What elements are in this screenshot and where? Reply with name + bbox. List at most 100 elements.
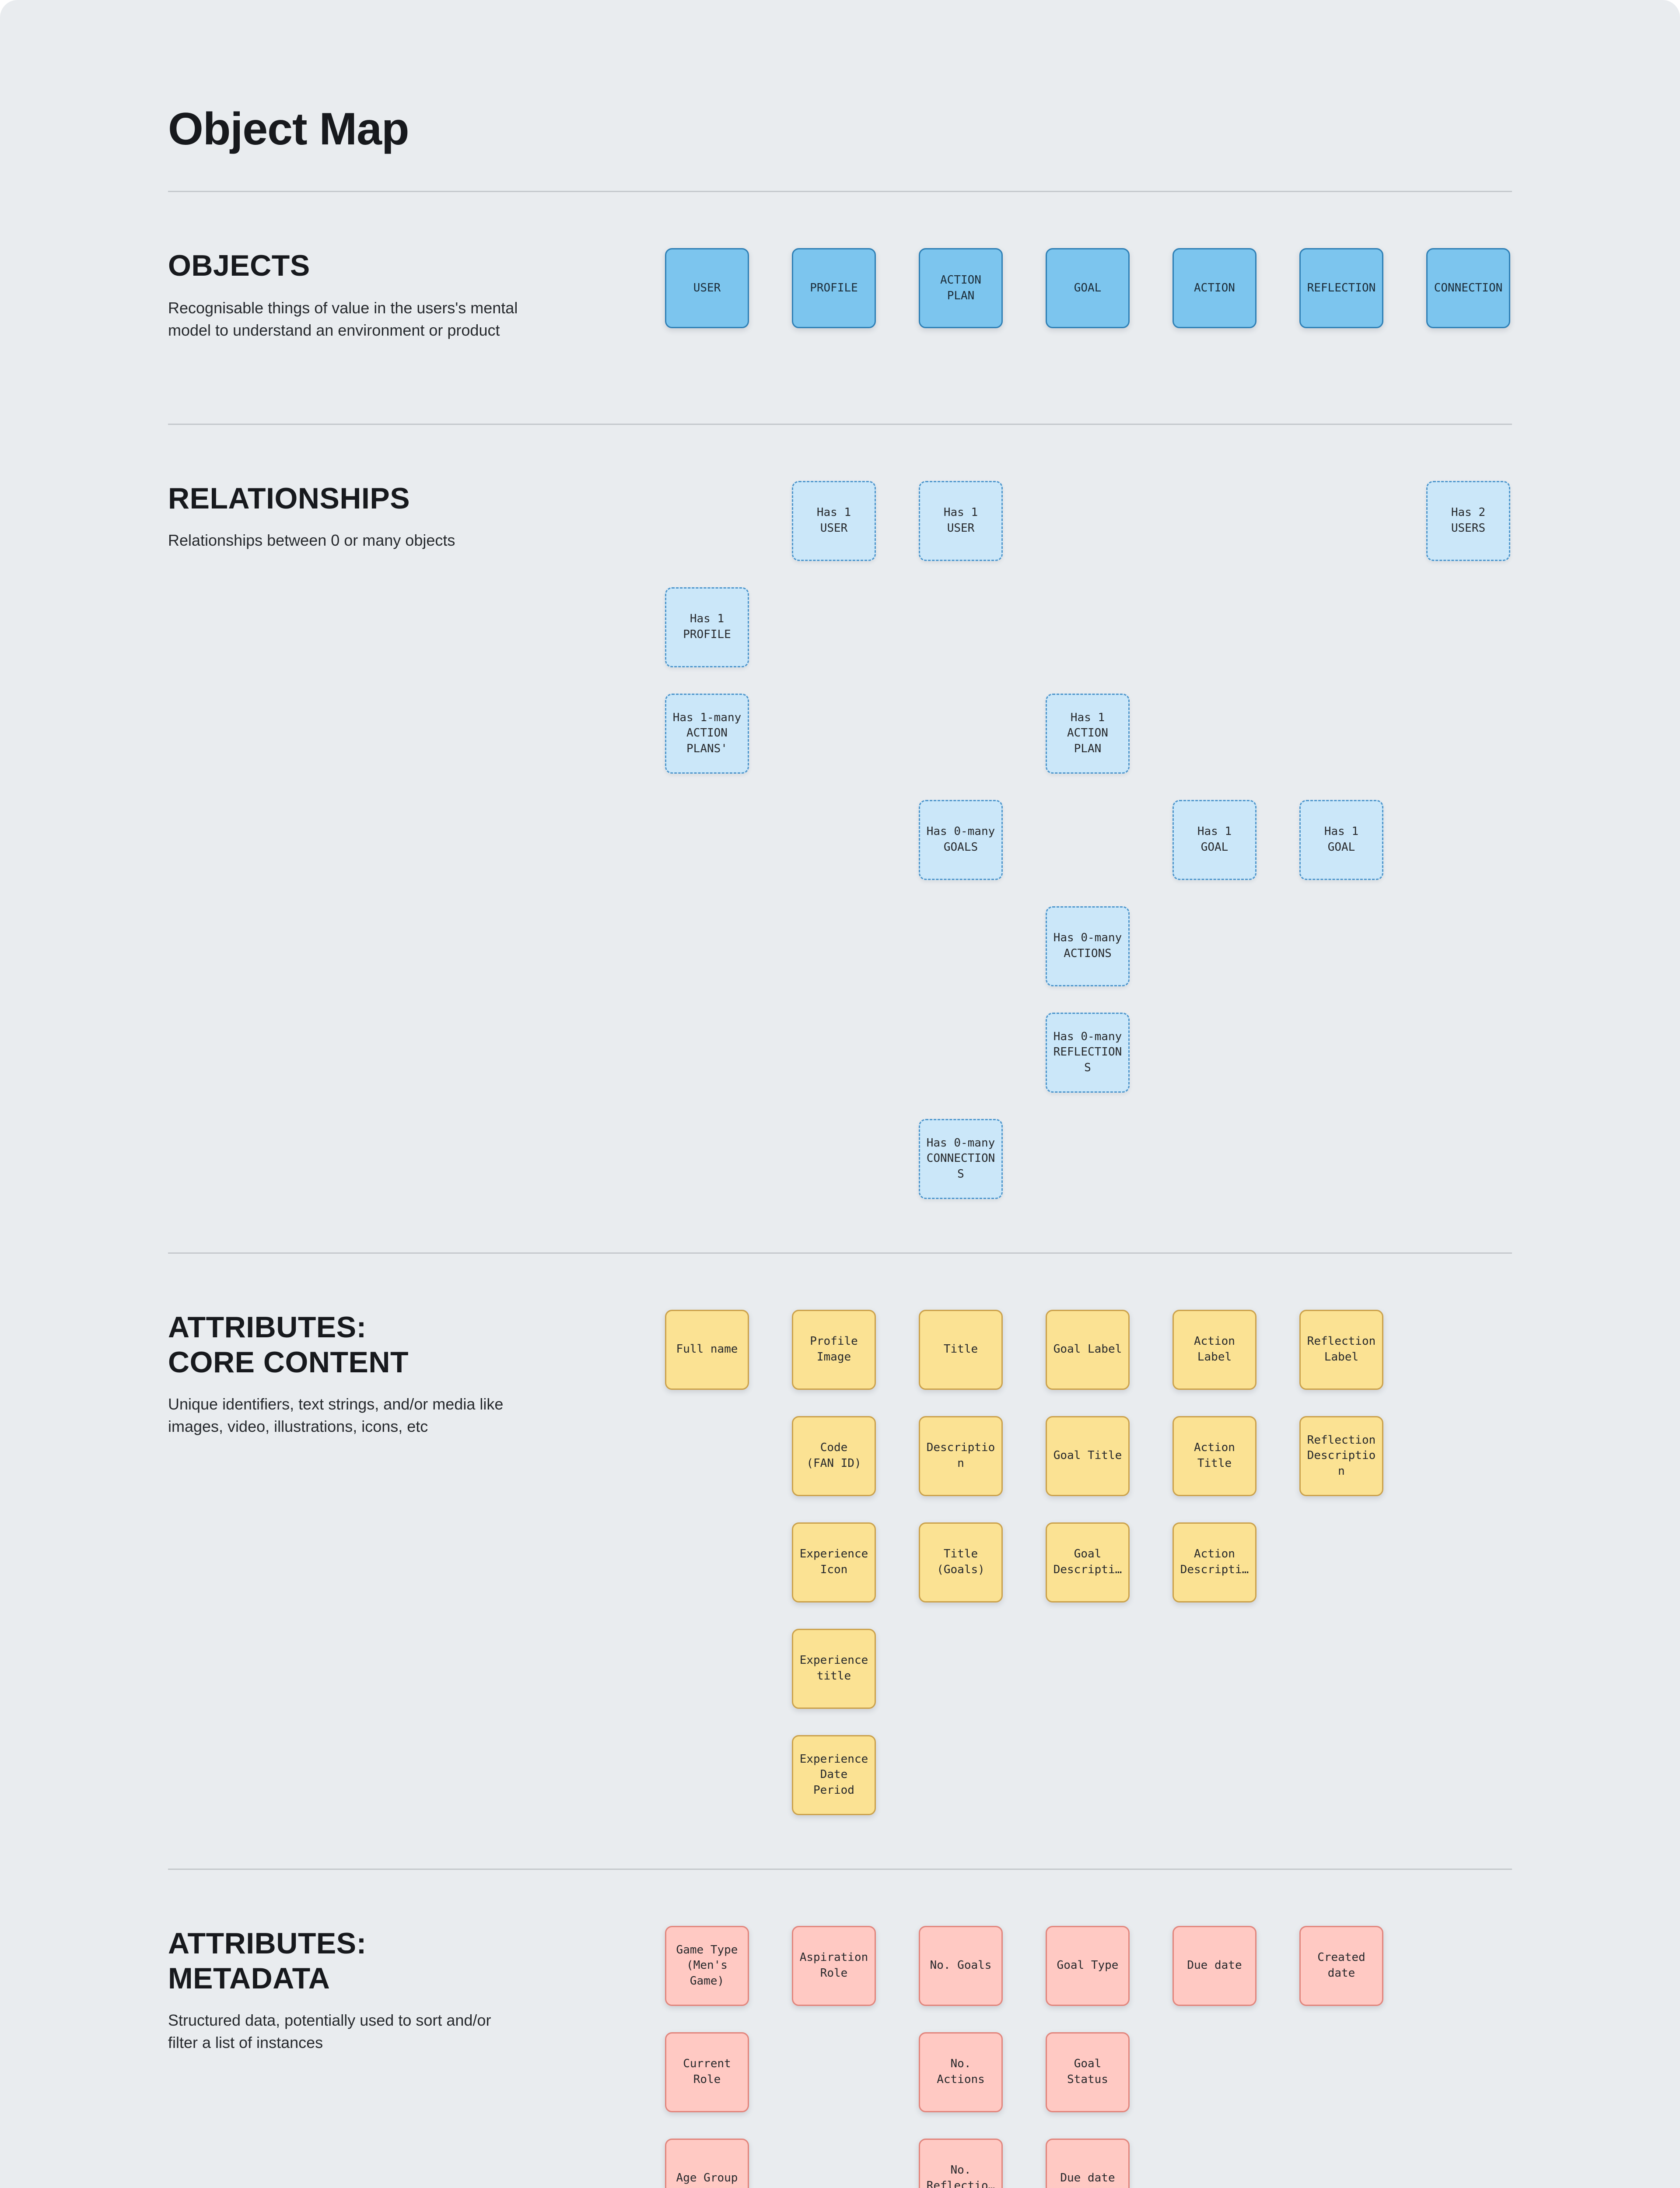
card-label: Goal Status bbox=[1067, 2057, 1108, 2086]
card-label: Profile Image bbox=[810, 1335, 858, 1364]
card-label: Action Label bbox=[1194, 1335, 1235, 1364]
card-label: CONNECTION bbox=[1434, 281, 1503, 295]
card-label: Age Group bbox=[676, 2171, 738, 2185]
card-label: Has 1 ACTION PLAN bbox=[1067, 711, 1108, 756]
relationship-card[interactable]: Has 0-many GOALS bbox=[919, 799, 1003, 880]
relationship-card[interactable]: Has 1 ACTION PLAN bbox=[1046, 693, 1130, 774]
card-label: ACTION PLAN bbox=[940, 274, 981, 302]
section-attributes-metadata: ATTRIBUTES: METADATA Structured data, po… bbox=[168, 1870, 1512, 2188]
object-card[interactable]: CONNECTION bbox=[1426, 248, 1510, 329]
content-card[interactable]: Code (FAN ID) bbox=[792, 1416, 876, 1496]
card-label: Goal Descripti… bbox=[1053, 1547, 1122, 1577]
section-relationships-header: RELATIONSHIPS Relationships between 0 or… bbox=[168, 481, 665, 551]
section-objects-description: Recognisable things of value in the user… bbox=[168, 298, 518, 339]
card-label: No. Reflectio… bbox=[926, 2163, 995, 2188]
metadata-card[interactable]: Due date bbox=[1046, 2138, 1130, 2188]
content-card[interactable]: Profile Image bbox=[792, 1309, 876, 1390]
card-label: Has 0-many CONNECTIONS bbox=[926, 1136, 995, 1181]
card-label: Has 0-many ACTIONS bbox=[1053, 931, 1122, 961]
object-card[interactable]: USER bbox=[665, 248, 749, 329]
metadata-card[interactable]: Due date bbox=[1172, 1925, 1256, 2006]
content-card[interactable]: Title bbox=[919, 1309, 1003, 1390]
relationship-card[interactable]: Has 1 USER bbox=[919, 480, 1003, 561]
section-metadata-description: Structured data, potentially used to sor… bbox=[168, 2011, 491, 2052]
object-card[interactable]: ACTION PLAN bbox=[919, 248, 1003, 329]
object-card[interactable]: REFLECTION bbox=[1299, 248, 1383, 329]
card-label: No. Actions bbox=[937, 2057, 985, 2086]
relationship-card[interactable]: Has 1 USER bbox=[792, 480, 876, 561]
content-card[interactable]: Experience title bbox=[792, 1628, 876, 1709]
section-objects-title: OBJECTS bbox=[168, 249, 310, 283]
core-content-grid: Full name Profile Image Title Goal Label Act… bbox=[665, 1309, 1510, 1815]
card-label: Title (Goals) bbox=[937, 1547, 985, 1577]
content-card[interactable]: Action Label bbox=[1172, 1309, 1256, 1390]
card-label: Has 0-many GOALS bbox=[926, 825, 995, 854]
card-label: Has 1 GOAL bbox=[1324, 825, 1359, 854]
object-card[interactable]: GOAL bbox=[1046, 248, 1130, 329]
section-objects: OBJECTS Recognisable things of value in … bbox=[168, 192, 1512, 423]
section-objects-header: OBJECTS Recognisable things of value in … bbox=[168, 248, 665, 341]
card-label: Game Type (Men's Game) bbox=[676, 1943, 738, 1988]
metadata-grid: Game Type (Men's Game) Aspiration Role No.… bbox=[665, 1925, 1510, 2188]
card-label: Experience Icon bbox=[799, 1547, 868, 1577]
metadata-card[interactable]: No. Reflectio… bbox=[919, 2138, 1003, 2188]
content-card[interactable]: Action Descripti… bbox=[1172, 1522, 1256, 1602]
divider bbox=[168, 423, 1512, 425]
relationship-card[interactable]: Has 0-many ACTIONS bbox=[1046, 906, 1130, 986]
content-card[interactable]: Reflection Label bbox=[1299, 1309, 1383, 1390]
card-label: Has 1-many ACTION PLANS' bbox=[672, 711, 742, 756]
card-label: Has 1 USER bbox=[816, 506, 851, 535]
metadata-card[interactable]: Game Type (Men's Game) bbox=[665, 1925, 749, 2006]
card-label: Has 1 GOAL bbox=[1197, 825, 1232, 854]
object-card[interactable]: ACTION bbox=[1172, 248, 1256, 329]
relationship-card[interactable]: Has 0-many CONNECTIONS bbox=[919, 1119, 1003, 1199]
relationship-card[interactable]: Has 1 GOAL bbox=[1299, 799, 1383, 880]
metadata-card[interactable]: Goal Status bbox=[1046, 2032, 1130, 2112]
section-relationships: RELATIONSHIPS Relationships between 0 or… bbox=[168, 425, 1512, 1252]
card-label: Reflection Label bbox=[1307, 1335, 1376, 1364]
metadata-card[interactable]: Goal Type bbox=[1046, 1925, 1130, 2006]
content-card[interactable]: Goal Title bbox=[1046, 1416, 1130, 1496]
card-label: ACTION bbox=[1194, 281, 1235, 295]
card-label: Has 0-many REFLECTIONS bbox=[1053, 1030, 1122, 1075]
card-label: Action Descripti… bbox=[1180, 1547, 1249, 1577]
content-card[interactable]: Goal Descripti… bbox=[1046, 1522, 1130, 1602]
page-title: Object Map bbox=[168, 104, 410, 154]
section-attributes-core-content: ATTRIBUTES: CORE CONTENT Unique identifi… bbox=[168, 1254, 1512, 1869]
card-label: PROFILE bbox=[810, 281, 858, 295]
object-card[interactable]: PROFILE bbox=[792, 248, 876, 329]
content-card[interactable]: Action Title bbox=[1172, 1416, 1256, 1496]
section-relationships-description: Relationships between 0 or many objects bbox=[168, 531, 455, 550]
relationship-card[interactable]: Has 1 GOAL bbox=[1172, 799, 1256, 880]
card-label: Code (FAN ID) bbox=[806, 1441, 861, 1470]
relationship-card[interactable]: Has 1 PROFILE bbox=[665, 587, 749, 667]
content-card[interactable]: Experience Date Period bbox=[792, 1735, 876, 1815]
card-label: Due date bbox=[1060, 2171, 1115, 2185]
objects-grid: USER PROFILE ACTION PLAN GOAL ACTION REFLECTI… bbox=[665, 248, 1510, 329]
card-label: Reflection Description bbox=[1307, 1433, 1376, 1478]
card-label: Title bbox=[943, 1343, 978, 1356]
content-card[interactable]: Title (Goals) bbox=[919, 1522, 1003, 1602]
content-card[interactable]: Description bbox=[919, 1416, 1003, 1496]
relationship-card[interactable]: Has 2 USERS bbox=[1426, 480, 1510, 561]
card-label: No. Goals bbox=[930, 1959, 992, 1972]
metadata-card[interactable]: Age Group bbox=[665, 2138, 749, 2188]
metadata-card[interactable]: Aspiration Role bbox=[792, 1925, 876, 2006]
relationship-card[interactable]: Has 0-many REFLECTIONS bbox=[1046, 1012, 1130, 1093]
card-label: Current Role bbox=[683, 2057, 731, 2086]
card-label: Experience title bbox=[799, 1654, 868, 1683]
card-label: REFLECTION bbox=[1307, 281, 1376, 295]
content-card[interactable]: Full name bbox=[665, 1309, 749, 1390]
metadata-card[interactable]: No. Actions bbox=[919, 2032, 1003, 2112]
section-core-content-description: Unique identifiers, text strings, and/or… bbox=[168, 1395, 504, 1436]
metadata-card[interactable]: Current Role bbox=[665, 2032, 749, 2112]
metadata-card[interactable]: No. Goals bbox=[919, 1925, 1003, 2006]
content-card[interactable]: Reflection Description bbox=[1299, 1416, 1383, 1496]
content-card[interactable]: Goal Label bbox=[1046, 1309, 1130, 1390]
content-card[interactable]: Experience Icon bbox=[792, 1522, 876, 1602]
relationship-card[interactable]: Has 1-many ACTION PLANS' bbox=[665, 693, 749, 774]
card-label: Created date bbox=[1317, 1951, 1365, 1980]
card-label: Has 2 USERS bbox=[1451, 506, 1486, 535]
card-label: Has 1 USER bbox=[943, 506, 978, 535]
metadata-card[interactable]: Created date bbox=[1299, 1925, 1383, 2006]
